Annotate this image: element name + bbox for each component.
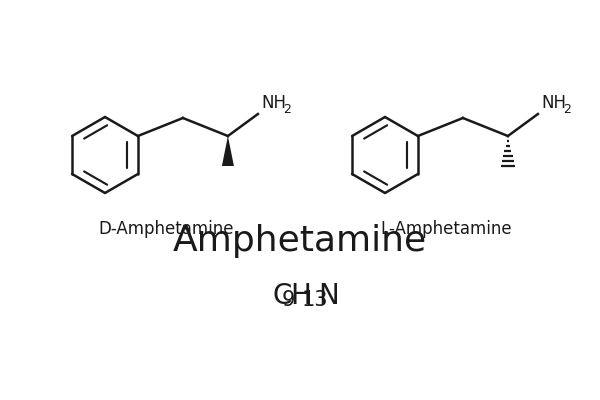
Text: D-Amphetamine: D-Amphetamine [99, 220, 234, 238]
Text: 2: 2 [563, 103, 571, 116]
Text: 13: 13 [302, 290, 329, 310]
Polygon shape [222, 136, 234, 166]
Text: 2: 2 [283, 103, 291, 116]
Text: NH: NH [541, 94, 566, 112]
Text: Amphetamine: Amphetamine [173, 224, 427, 258]
Text: C: C [272, 282, 292, 310]
Text: NH: NH [261, 94, 286, 112]
Text: H: H [290, 282, 311, 310]
Text: N: N [318, 282, 339, 310]
Text: L-Amphetamine: L-Amphetamine [380, 220, 512, 238]
Text: 9: 9 [282, 290, 295, 310]
